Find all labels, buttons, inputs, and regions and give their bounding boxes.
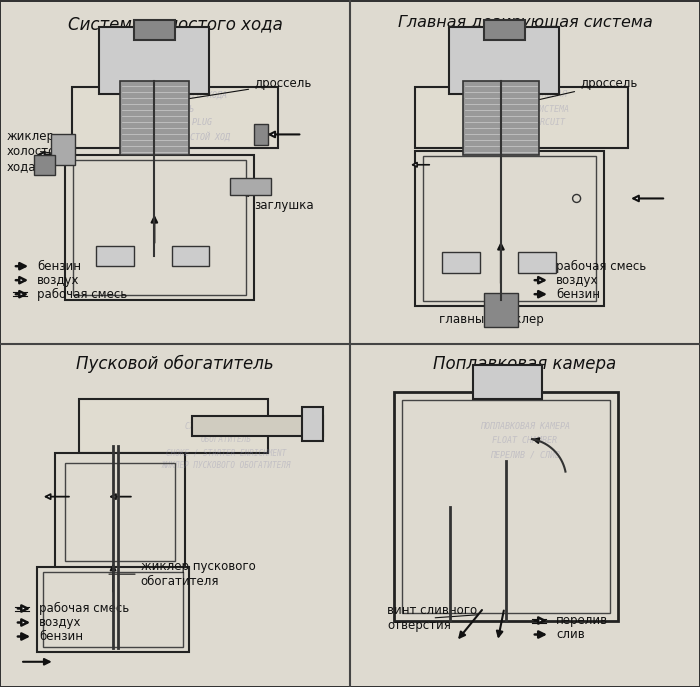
Text: MAIN JET CIRCUIT: MAIN JET CIRCUIT [485, 118, 565, 127]
Bar [55, 453, 186, 571]
Bar [120, 80, 189, 155]
Bar [1, 345, 349, 686]
Text: дроссель: дроссель [507, 78, 638, 107]
Bar [37, 567, 189, 652]
Text: рабочая смесь: рабочая смесь [37, 288, 127, 301]
Text: рабочая смесь: рабочая смесь [39, 602, 130, 615]
Bar [1, 2, 349, 343]
Text: воздух: воздух [37, 273, 80, 286]
Bar [423, 156, 596, 302]
Bar [518, 252, 556, 273]
Text: СХЕМА 2 - ГЛАВНАЯ: СХЕМА 2 - ГЛАВНАЯ [482, 91, 568, 100]
Bar [65, 155, 254, 300]
Bar [172, 246, 209, 266]
Bar [51, 135, 75, 165]
Text: Главная дозирующая система: Главная дозирующая система [398, 15, 652, 30]
Text: заглушка: заглушка [232, 192, 314, 212]
Bar [415, 87, 628, 148]
Bar [43, 572, 183, 646]
Bar [351, 345, 699, 686]
Text: CHOKE / STARTER ENRICHMENT: CHOKE / STARTER ENRICHMENT [167, 448, 287, 458]
Text: Система холостого хода: Система холостого хода [68, 15, 282, 33]
Bar [230, 178, 272, 195]
Text: бензин: бензин [556, 288, 600, 301]
Text: ОБОГАТИТЕЛЬ: ОБОГАТИТЕЛЬ [201, 436, 252, 444]
Text: воздух: воздух [39, 616, 81, 629]
Bar [484, 20, 525, 40]
Text: слив: слив [556, 628, 584, 641]
Text: дроссель: дроссель [157, 78, 312, 104]
Bar [463, 80, 539, 155]
Bar [64, 463, 175, 561]
Text: ЖИКЛЕР ПУСКОВОГО ОБОГАТИТЕЛЯ: ЖИКЛЕР ПУСКОВОГО ОБОГАТИТЕЛЯ [162, 461, 291, 470]
Text: бензин: бензин [39, 630, 83, 643]
Text: ДОЗИРУЮЩАЯ СИСТЕМА: ДОЗИРУЮЩАЯ СИСТЕМА [480, 104, 570, 113]
Bar [402, 401, 610, 613]
Text: воздух: воздух [556, 273, 598, 286]
Text: Пусковой обогатитель: Пусковой обогатитель [76, 355, 274, 373]
Bar [415, 151, 604, 306]
Text: винт сливного
отверстия: винт сливного отверстия [387, 604, 477, 632]
Bar [351, 2, 699, 343]
Bar [72, 87, 278, 148]
Text: главный жиклер: главный жиклер [439, 313, 544, 326]
Text: ПОПЛАВКОВАЯ КАМЕРА: ПОПЛАВКОВАЯ КАМЕРА [480, 423, 570, 431]
Bar [473, 365, 542, 399]
Text: перелив: перелив [556, 614, 608, 627]
Text: FLOAT CHAMBER: FLOAT CHAMBER [493, 436, 557, 445]
Text: ПЕРЕЛИВ / СЛИВ: ПЕРЕЛИВ / СЛИВ [490, 450, 560, 459]
Bar [193, 416, 323, 436]
Bar [34, 155, 55, 175]
Text: ЗАГЛУШКА = PLUG: ЗАГЛУШКА = PLUG [137, 118, 213, 127]
Bar [73, 159, 246, 295]
Text: рабочая смесь: рабочая смесь [556, 260, 646, 273]
Bar [254, 124, 268, 144]
Text: бензин: бензин [37, 260, 81, 273]
Bar [134, 20, 175, 40]
Bar [484, 293, 518, 326]
Bar [302, 407, 323, 441]
Text: ДРОССЕЛЬ: ДРОССЕЛЬ [155, 104, 195, 113]
Bar [99, 27, 209, 94]
Bar [442, 252, 480, 273]
Text: СХЕМА 1 - ХОЛОСТОЙ ХОД: СХЕМА 1 - ХОЛОСТОЙ ХОД [120, 131, 230, 142]
Text: Поплавковая камера: Поплавковая камера [433, 355, 617, 373]
Text: СХЕМА 3 - ПУСКОВОЙ: СХЕМА 3 - ПУСКОВОЙ [185, 423, 268, 431]
Bar [394, 392, 618, 621]
Text: жиклер пускового
обогатителя: жиклер пускового обогатителя [109, 560, 256, 588]
Text: ЖИКЛЕР ХОЛОСТОГО ХОДА: ЖИКЛЕР ХОЛОСТОГО ХОДА [122, 91, 228, 100]
Bar [96, 246, 134, 266]
Bar [449, 27, 559, 94]
Text: жиклер
холостого
хода: жиклер холостого хода [6, 130, 69, 172]
Bar [78, 399, 268, 453]
